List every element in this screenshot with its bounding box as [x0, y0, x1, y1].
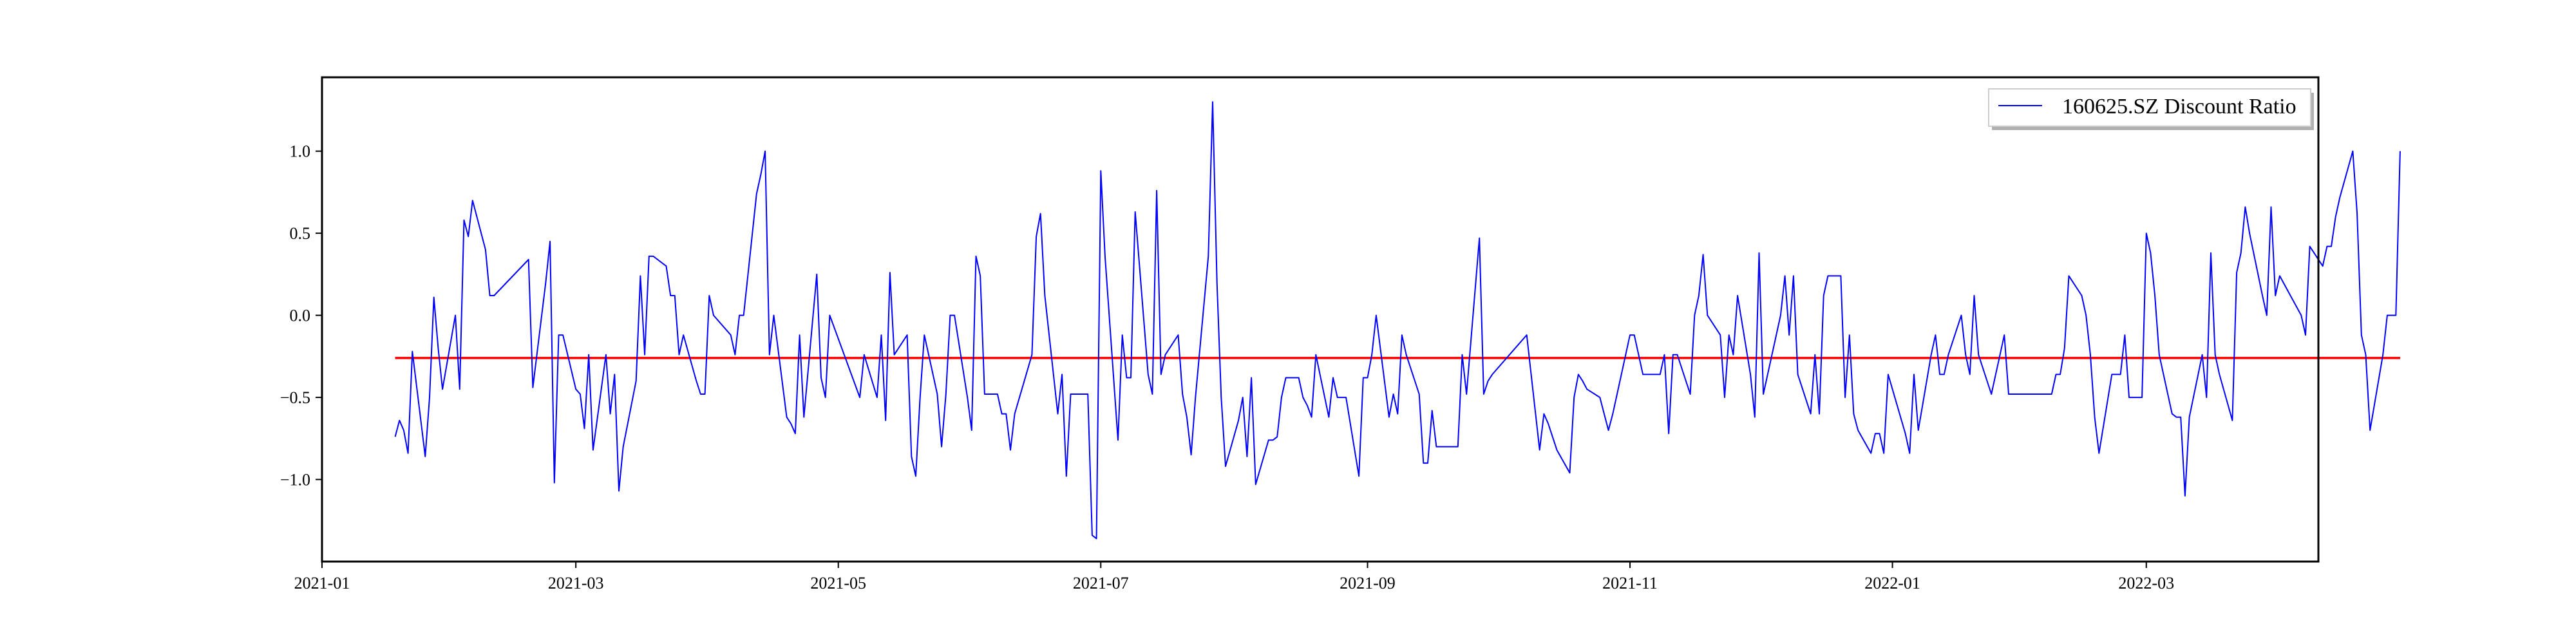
- y-tick-label: −1.0: [280, 471, 310, 489]
- x-tick-label: 2021-11: [1602, 574, 1658, 592]
- y-tick-label: 1.0: [290, 142, 311, 161]
- x-tick-label: 2022-01: [1864, 574, 1920, 592]
- x-axis: 2021-01 2021-03 2021-05 2021-07 2021-09 2021-…: [294, 562, 2174, 592]
- x-tick-label: 2021-05: [810, 574, 866, 592]
- legend-box: [1988, 88, 2311, 127]
- y-tick-label: 0.5: [290, 224, 311, 243]
- series-layer: [394, 101, 2401, 540]
- y-axis: −1.0 −0.5 0.0 0.5 1.0: [280, 142, 322, 489]
- x-tick-label: 2021-09: [1340, 574, 1396, 592]
- y-tick-label: 0.0: [290, 307, 311, 325]
- legend: 160625.SZ Discount Ratio: [1988, 88, 2314, 130]
- y-tick-label: −0.5: [280, 388, 310, 407]
- discount-ratio-series-line: [394, 101, 2401, 540]
- x-tick-label: 2022-03: [2118, 574, 2174, 592]
- x-tick-label: 2021-07: [1073, 574, 1129, 592]
- x-tick-label: 2021-01: [294, 574, 350, 592]
- x-tick-label: 2021-03: [548, 574, 604, 592]
- legend-label: 160625.SZ Discount Ratio: [2062, 95, 2297, 118]
- plot-area-frame: [321, 76, 2320, 563]
